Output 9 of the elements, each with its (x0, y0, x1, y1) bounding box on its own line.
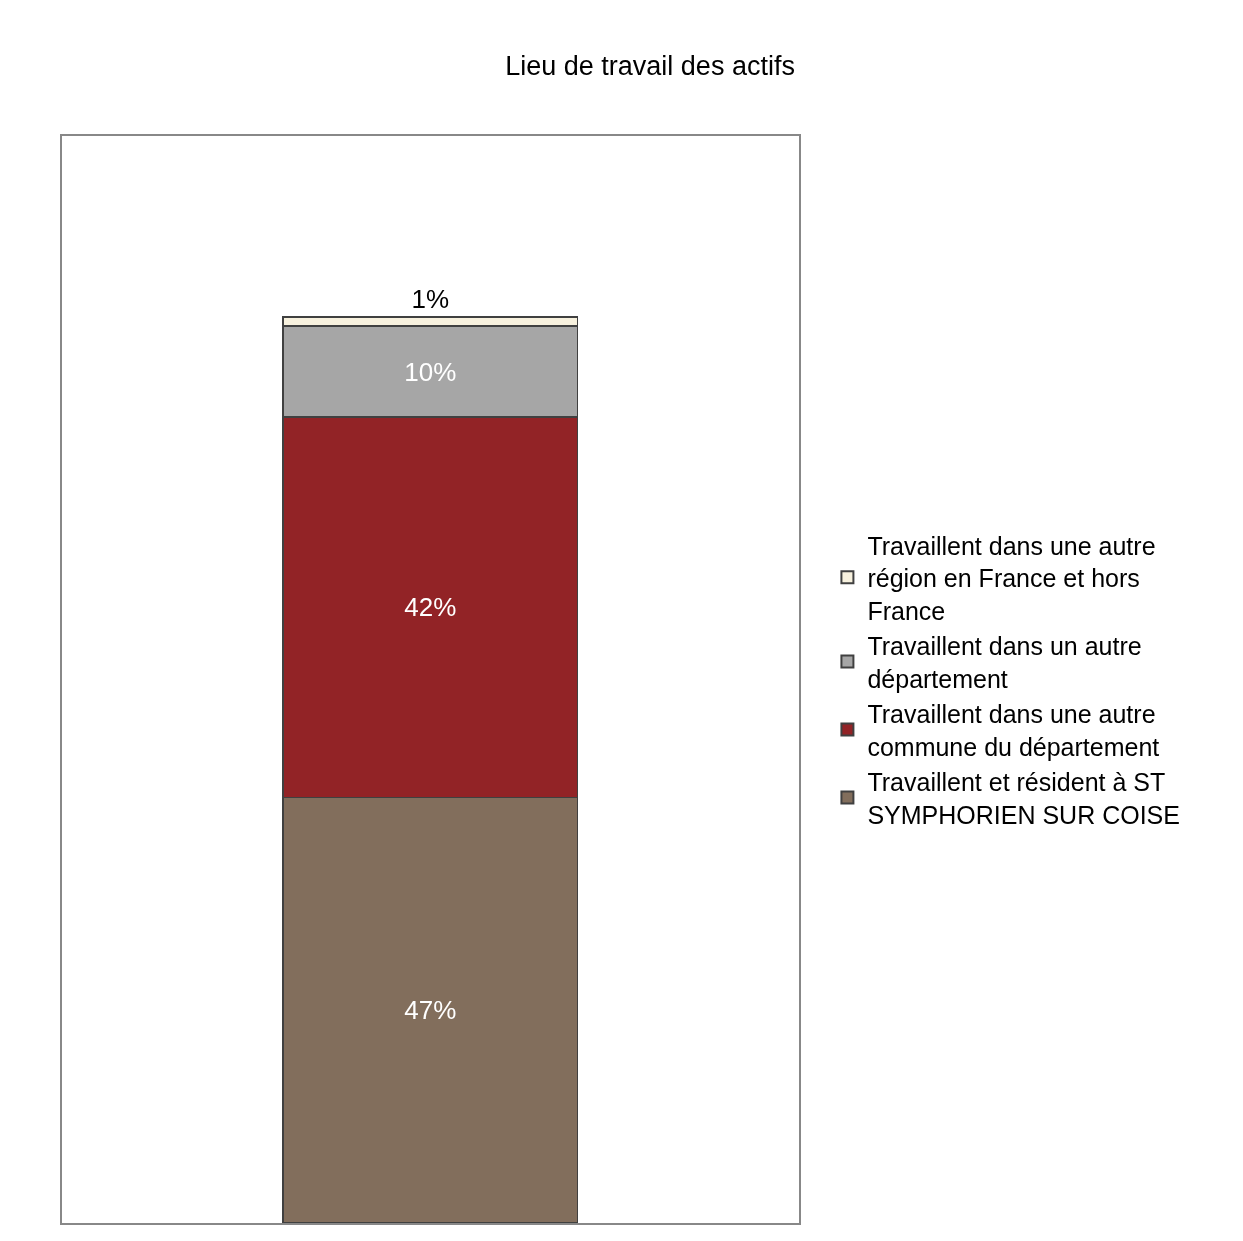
legend-label: Travaillent dans une autre région en France et hors France (867, 531, 1156, 625)
legend-label: Travaillent et résident à ST SYMPHORIEN SUR COISE (867, 768, 1180, 829)
data-label: 10% (404, 356, 457, 387)
data-label: 1% (411, 284, 450, 315)
data-label: 42% (404, 592, 457, 623)
text: Lieu de travail des actifs (505, 50, 795, 81)
legend-label: Travaillent dans un autre département (867, 632, 1142, 693)
legend-label: Travaillent dans une autre commune du département (867, 700, 1160, 761)
data-label: 47% (404, 995, 457, 1026)
